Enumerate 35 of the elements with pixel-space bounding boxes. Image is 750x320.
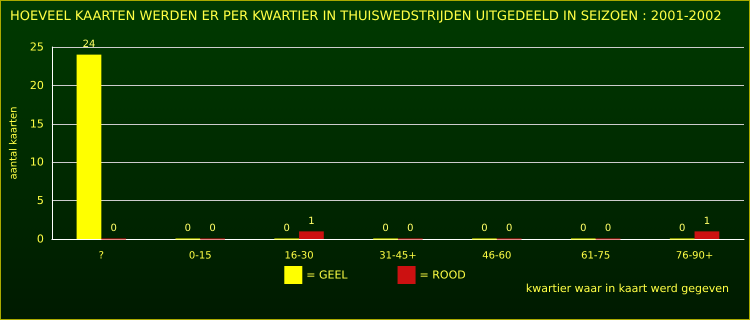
legend-label: = GEEL	[306, 268, 348, 282]
legend-label: = ROOD	[420, 268, 466, 282]
data-label: 1	[704, 216, 710, 227]
bar	[76, 54, 102, 239]
data-label: 0	[506, 223, 512, 234]
x-tick-label: 16-30	[284, 250, 314, 262]
bar	[694, 231, 720, 239]
data-label: 0	[382, 223, 389, 234]
x-tick-label: 31-45+	[379, 250, 417, 262]
y-tick-label: 10	[30, 156, 44, 169]
y-tick-label: 5	[36, 194, 44, 208]
data-label: 0	[184, 223, 192, 234]
x-tick-label: 46-60	[482, 250, 512, 262]
x-tick-label: 76-90+	[676, 250, 714, 262]
data-label: 0	[604, 223, 612, 234]
data-label: 0	[407, 223, 414, 234]
x-tick-label: 61-75	[581, 250, 610, 262]
data-label: 0	[580, 223, 587, 234]
x-axis-title: kwartier waar in kaart werd gegeven	[526, 282, 730, 295]
chart-title: HOEVEEL KAARTEN WERDEN ER PER KWARTIER IN THUISWEDSTRIJDEN UITGEDEELD IN SEIZOEN : 2001-2002	[10, 9, 722, 24]
x-tick-label: ?	[98, 250, 104, 262]
x-tick-label: 0-15	[188, 250, 212, 262]
y-tick-label: 15	[30, 117, 44, 130]
data-label: 0	[284, 223, 290, 234]
data-label: 1	[308, 216, 315, 227]
data-label: 0	[209, 223, 216, 234]
y-tick-label: 25	[30, 40, 44, 54]
y-tick-label: 20	[30, 78, 44, 92]
y-axis-title: aantal kaarten	[8, 106, 20, 180]
data-label: 0	[679, 223, 686, 234]
bar	[299, 231, 324, 239]
data-label: 0	[481, 223, 488, 234]
y-tick-label: 0	[36, 232, 44, 246]
data-label: 24	[82, 39, 96, 50]
data-label: 0	[110, 223, 117, 234]
